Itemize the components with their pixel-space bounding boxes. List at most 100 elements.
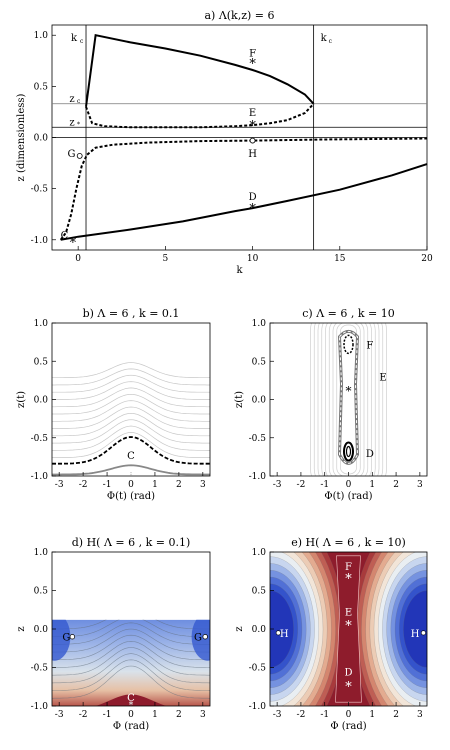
star-marker: *: [345, 572, 352, 587]
orbit-F: [343, 334, 354, 355]
contour-band: [270, 590, 294, 668]
x-tick-label: 0: [128, 710, 134, 720]
y-tick-label: 1.0: [252, 319, 267, 329]
grey-orbit: [52, 464, 210, 476]
annotation-D: D: [249, 192, 257, 203]
kc-left-sub: c: [80, 38, 84, 45]
x-tick-label: -2: [79, 710, 88, 720]
x-tick-label: 2: [393, 480, 399, 490]
contour-line: [52, 374, 210, 393]
curve-solid-lower: [60, 163, 428, 241]
y-tick-label: 0.0: [34, 396, 49, 406]
contour-line: [317, 323, 380, 476]
kc-right-label: k: [321, 33, 328, 44]
y-axis-label: z(t): [234, 391, 245, 408]
contour-line: [321, 323, 376, 476]
star-marker: *: [129, 701, 134, 711]
contour-line: [52, 381, 210, 400]
y-tick-label: -1.0: [31, 702, 49, 712]
y-tick-label: -0.5: [31, 185, 49, 195]
y-tick-label: -1.0: [249, 702, 267, 712]
label-C: C: [127, 451, 135, 462]
contour-line: [332, 323, 365, 476]
y-tick-label: -0.5: [31, 434, 49, 444]
hot-core: [95, 694, 167, 707]
x-tick-label: 1: [152, 710, 158, 720]
star-marker: *: [249, 119, 256, 134]
y-tick-label: 0.5: [252, 587, 267, 597]
x-axis-label: Φ (rad): [330, 721, 366, 732]
point-marker: [76, 153, 83, 159]
y-axis-label: z: [16, 626, 27, 631]
orbit-D: [343, 441, 354, 462]
label-H-3: H: [280, 629, 289, 640]
zc-label: z: [69, 94, 74, 105]
label-D-2: D: [344, 667, 352, 678]
contour-line: [52, 640, 210, 668]
panel-b: -3 -2 -1 0 1 2 3 -1.0 -0.5 0.0 0.5 1.0 b) Λ = 6 , k …: [16, 307, 211, 502]
star-marker: *: [345, 619, 352, 634]
x-tick-label: -1: [103, 480, 112, 490]
x-tick-label: 2: [176, 710, 182, 720]
y-axis-label: z(t): [16, 391, 27, 408]
y-tick-label: 0.0: [34, 134, 49, 144]
y-tick-label: -1.0: [31, 472, 49, 482]
y-tick-label: 0.5: [34, 587, 49, 597]
contour-line: [336, 323, 361, 476]
x-tick-label: 3: [417, 710, 423, 720]
annotation-F: F: [249, 49, 256, 60]
y-tick-label: -1.0: [31, 236, 49, 246]
contour-line: [52, 619, 210, 637]
contour-line: [52, 400, 210, 422]
star-marker: *: [249, 57, 256, 72]
contour-line: [340, 324, 357, 475]
contour-line: [52, 619, 210, 630]
contour-line: [313, 323, 384, 476]
panel-title: e) H( Λ = 6 , k = 10): [291, 536, 406, 549]
panel-title: b) Λ = 6 , k = 0.1: [83, 307, 180, 320]
label-C: C: [127, 693, 135, 704]
contour-line: [52, 647, 210, 676]
contour-line: [52, 653, 210, 684]
contour-line: [52, 665, 210, 699]
separatrix-dash: [338, 330, 359, 464]
y-tick-label: 0.0: [252, 625, 267, 635]
x-tick-label: -3: [55, 480, 64, 490]
y-tick-label: 1.0: [34, 319, 49, 329]
point-H-left: [275, 630, 281, 636]
contour-line: [52, 425, 210, 451]
panel-title: d) H( Λ = 6 , k = 0.1): [72, 536, 191, 549]
y-tick-label: 1.0: [34, 548, 49, 558]
heat-d: [52, 619, 210, 707]
x-tick-label: 1: [369, 480, 375, 490]
x-tick-label: 15: [334, 254, 346, 264]
label-E: E: [379, 373, 386, 384]
contour-line: [52, 628, 210, 653]
x-tick-label: 5: [163, 254, 169, 264]
y-axis-label: z: [234, 626, 245, 631]
y-tick-label: 0.0: [34, 625, 49, 635]
label-G: G: [194, 633, 202, 644]
y-tick-label: 0.0: [252, 396, 267, 406]
contour-line: [52, 393, 210, 415]
curve-dashed-lower: [59, 137, 428, 241]
y-tick-label: 1.0: [252, 548, 267, 558]
kc-right-sub: c: [329, 38, 333, 45]
zc-sub: c: [77, 98, 81, 105]
annotation-G: G: [67, 149, 75, 160]
label-D: D: [366, 449, 374, 460]
y-tick-label: 1.0: [34, 31, 49, 41]
heat-fill: [52, 619, 210, 706]
label-F-0: F: [345, 562, 352, 573]
y-axis-label: z (dimensionless): [16, 93, 27, 181]
x-tick-label: 2: [176, 480, 182, 490]
x-axis-label: Φ (rad): [113, 721, 149, 732]
curve-solid-upper: [85, 34, 315, 107]
x-tick-label: 3: [200, 710, 206, 720]
y-tick-label: -0.5: [31, 664, 49, 674]
star-marker: *: [346, 384, 352, 398]
panel-title: a) Λ(k,z) = 6: [204, 9, 274, 22]
kc-left-label: k: [71, 33, 78, 44]
separatrix-dashed: [52, 436, 210, 465]
x-tick-label: -1: [103, 710, 112, 720]
